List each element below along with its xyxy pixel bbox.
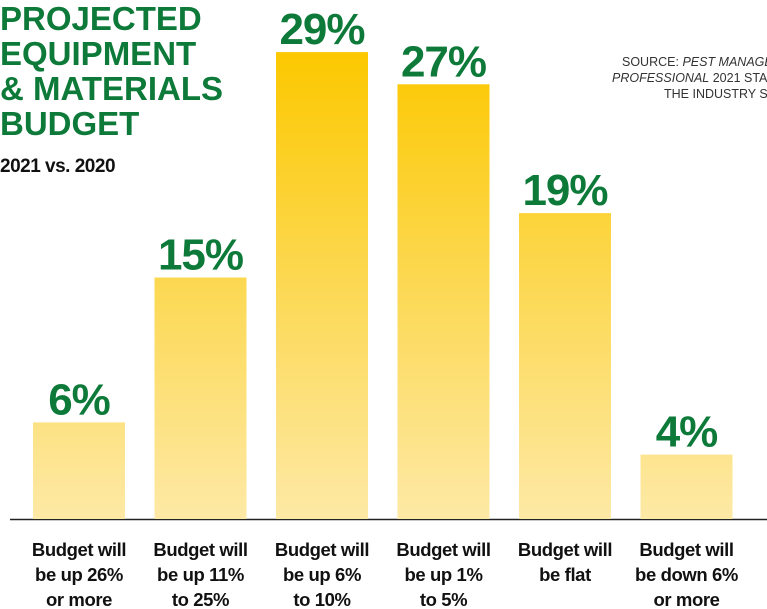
source-text: 2021 STA (709, 71, 767, 85)
x-tick-label: to 5% (420, 589, 467, 609)
x-tick-label: be up 6% (283, 564, 361, 585)
bar (519, 213, 611, 519)
bar (276, 52, 368, 519)
bar (33, 422, 125, 519)
x-tick-label: to 25% (172, 589, 229, 609)
data-label: 19% (522, 166, 607, 215)
data-label: 15% (158, 231, 243, 280)
x-tick-label: to 10% (293, 589, 350, 609)
chart-title: PROJECTED (0, 0, 202, 37)
data-label: 6% (48, 375, 110, 424)
source-text: SOURCE: (622, 55, 682, 69)
source-text: PEST MANAGE (682, 55, 767, 69)
source-note: PROFESSIONAL 2021 STA (612, 71, 767, 85)
x-tick-label: be down 6% (635, 564, 738, 585)
x-tick-label: be up 1% (404, 564, 482, 585)
x-tick-label: be up 26% (35, 564, 123, 585)
x-tick-label: Budget will (153, 539, 247, 560)
x-tick-label: Budget will (639, 539, 733, 560)
source-text: PROFESSIONAL (612, 71, 709, 85)
x-tick-label: Budget will (518, 539, 612, 560)
chart-title: BUDGET (0, 105, 139, 142)
x-tick-label: Budget will (32, 539, 126, 560)
x-tick-label: Budget will (396, 539, 490, 560)
data-label: 29% (279, 5, 364, 54)
data-label: 27% (401, 37, 486, 86)
bar (154, 277, 247, 519)
x-tick-label: or more (653, 589, 719, 609)
x-tick-label: or more (46, 589, 112, 609)
bar (397, 84, 490, 520)
chart-title: EQUIPMENT (0, 35, 196, 72)
bar (640, 454, 733, 519)
x-tick-label: Budget will (275, 539, 369, 560)
source-text: THE INDUSTRY SU (664, 87, 767, 101)
x-tick-label: be flat (539, 564, 591, 585)
source-note: THE INDUSTRY SU (664, 87, 767, 101)
chart-subtitle: 2021 vs. 2020 (0, 156, 115, 177)
source-note: SOURCE: PEST MANAGE (622, 55, 767, 69)
chart-title: & MATERIALS (0, 70, 223, 107)
data-label: 4% (656, 408, 718, 457)
x-tick-label: be up 11% (157, 564, 244, 585)
